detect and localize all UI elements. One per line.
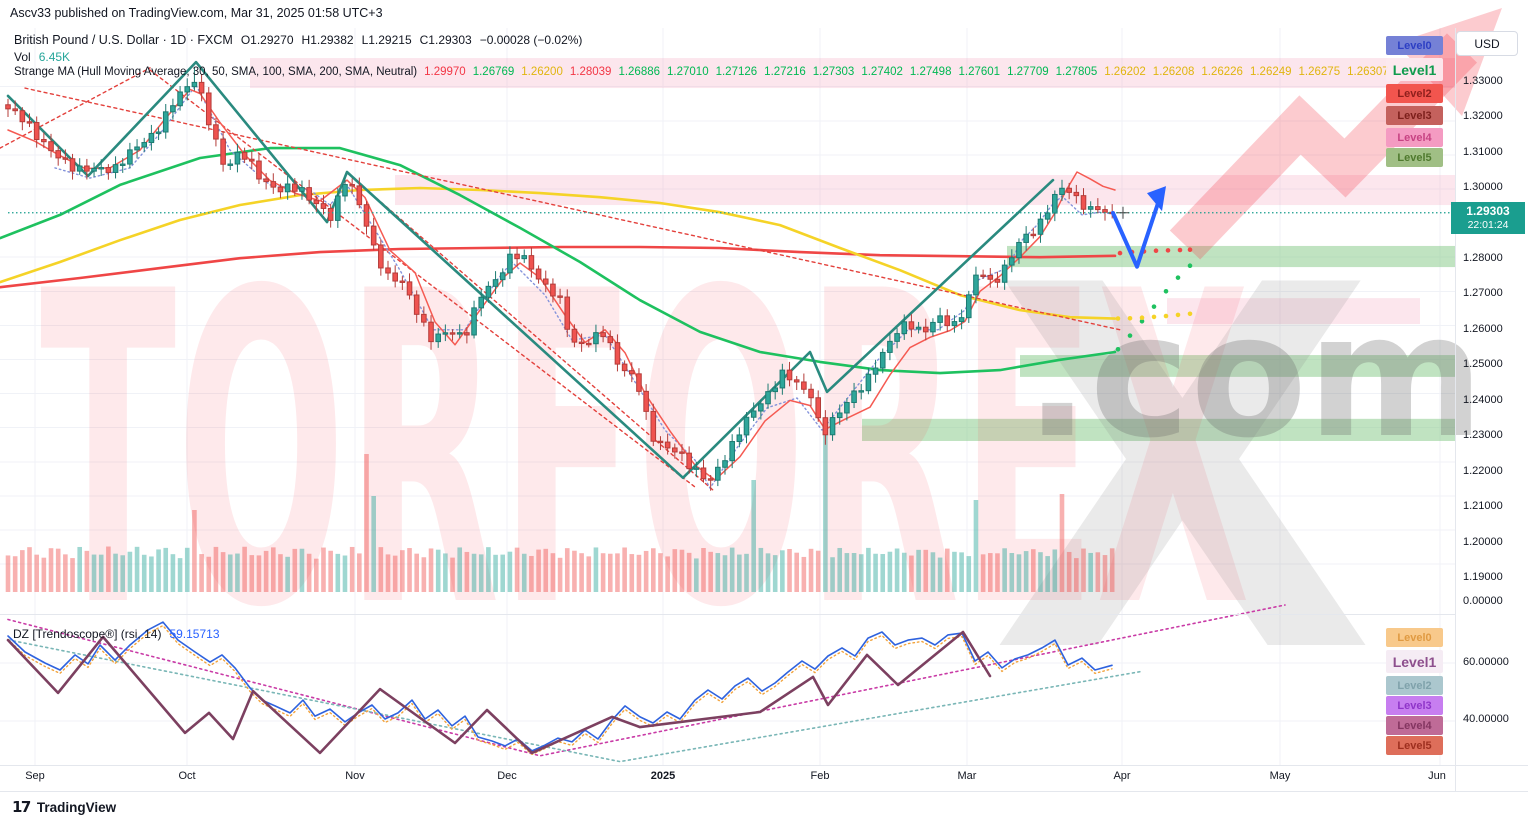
- price-tick: 1.28000: [1463, 252, 1503, 264]
- level-badge-top-3: Level3: [1386, 106, 1443, 125]
- strange-ma-value-3: 1.28039: [569, 66, 612, 78]
- svg-text:X: X: [990, 181, 1376, 763]
- last-price-value: 1.29303: [1466, 204, 1510, 219]
- price-tick: 1.32000: [1463, 110, 1503, 122]
- level-badge-bottom-0: Level0: [1386, 628, 1443, 647]
- time-tick-jun: Jun: [1428, 770, 1446, 782]
- level-badge-bottom-2: Level2: [1386, 676, 1443, 695]
- time-tick-apr: Apr: [1113, 770, 1131, 782]
- strange-ma-value-18: 1.26275: [1298, 66, 1341, 78]
- strange-ma-value-4: 1.26886: [618, 66, 661, 78]
- level-badge-bottom-3: Level3: [1386, 696, 1443, 715]
- publish-header: Ascv33 published on TradingView.com, Mar…: [10, 6, 383, 20]
- level-badge-top-4: Level4: [1386, 128, 1443, 147]
- time-tick-dec: Dec: [497, 770, 517, 782]
- price-tick: 1.27000: [1463, 287, 1503, 299]
- strange-ma-value-2: 1.26200: [521, 66, 563, 78]
- ohlc-open: O1.29270: [240, 33, 294, 47]
- strange-ma-legend-row: Strange MA (Hull Moving Average, 30, 50,…: [14, 66, 1407, 78]
- volume-legend-row: Vol 6.45K: [14, 50, 70, 64]
- price-tick: 1.31000: [1463, 146, 1503, 158]
- strange-ma-value-9: 1.27402: [861, 66, 903, 78]
- volume-value: 6.45K: [38, 50, 71, 64]
- strange-ma-value-14: 1.26202: [1104, 66, 1146, 78]
- svg-text:TORFOREX: TORFOREX: [40, 202, 1250, 702]
- tradingview-brand-label: TradingView: [36, 799, 117, 815]
- last-price-badge: 1.29303 22:01:24: [1451, 202, 1525, 234]
- currency-usd-button[interactable]: USD: [1456, 31, 1518, 56]
- volume-zero-tick: 0.00000: [1463, 595, 1503, 607]
- bar-countdown: 22:01:24: [1467, 218, 1509, 231]
- time-tick-2025: 2025: [650, 770, 676, 782]
- strange-ma-value-16: 1.26226: [1201, 66, 1243, 78]
- indicator-title: DZ [Trendoscope®] (rsi, 14): [13, 627, 162, 641]
- time-tick-feb: Feb: [810, 770, 830, 782]
- price-tick: 1.33000: [1463, 75, 1503, 87]
- indicator-legend-row: DZ [Trendoscope®] (rsi, 14) 59.15713: [13, 627, 220, 641]
- time-tick-nov: Nov: [345, 770, 365, 782]
- indicator-value: 59.15713: [169, 627, 220, 641]
- strange-ma-value-15: 1.26208: [1152, 66, 1195, 78]
- level-badge-top-2: Level2: [1386, 84, 1443, 103]
- time-tick-mar: Mar: [957, 770, 977, 782]
- rsi-tick-60: 60.00000: [1463, 656, 1509, 668]
- price-tick: 1.30000: [1463, 181, 1503, 193]
- level-badge-bottom-4: Level4: [1386, 716, 1443, 735]
- price-tick: 1.26000: [1463, 323, 1503, 335]
- strange-ma-value-10: 1.27498: [909, 66, 952, 78]
- strange-ma-value-1: 1.26769: [472, 66, 515, 78]
- ohlc-change: −0.00028 (−0.02%): [479, 33, 583, 47]
- ohlc-low: L1.29215: [361, 33, 412, 47]
- price-tick: 1.21000: [1463, 500, 1503, 512]
- strange-ma-value-13: 1.27805: [1055, 66, 1098, 78]
- time-tick-oct: Oct: [178, 770, 196, 782]
- price-tick: 1.20000: [1463, 536, 1503, 548]
- price-tick: 1.24000: [1463, 394, 1503, 406]
- svg-text:.com: .com: [1025, 278, 1484, 476]
- volume-label: Vol: [14, 50, 31, 64]
- level-badge-bottom-1: Level1: [1386, 650, 1443, 673]
- symbol-legend-row: British Pound / U.S. Dollar · 1D · FXCM …: [14, 33, 582, 47]
- strange-ma-values: 1.29970 1.26769 1.26200 1.28039 1.26886 1.270…: [424, 66, 1407, 78]
- level-badge-top-5: Level5: [1386, 148, 1443, 167]
- strange-ma-value-5: 1.27010: [667, 66, 709, 78]
- price-tick: 1.25000: [1463, 358, 1503, 370]
- strange-ma-value-8: 1.27303: [812, 66, 855, 78]
- level-badge-top-1: Level1: [1386, 58, 1443, 81]
- strange-ma-value-17: 1.26249: [1249, 66, 1292, 78]
- tradingview-brand-link[interactable]: 17 TradingView: [12, 798, 116, 816]
- tradingview-logo-icon: 17: [12, 798, 31, 816]
- time-tick-sep: Sep: [25, 770, 45, 782]
- ohlc-high: H1.29382: [301, 33, 354, 47]
- symbol-title: British Pound / U.S. Dollar · 1D · FXCM: [14, 33, 233, 47]
- strange-ma-value-7: 1.27216: [764, 66, 806, 78]
- price-tick: 1.22000: [1463, 465, 1503, 477]
- price-tick: 1.23000: [1463, 429, 1503, 441]
- strange-ma-value-12: 1.27709: [1007, 66, 1049, 78]
- strange-ma-label: Strange MA (Hull Moving Average, 30, 50,…: [14, 66, 418, 78]
- strange-ma-value-19: 1.26307: [1347, 66, 1389, 78]
- price-tick: 1.19000: [1463, 571, 1503, 583]
- strange-ma-value-11: 1.27601: [958, 66, 1001, 78]
- level-badge-bottom-5: Level5: [1386, 736, 1443, 755]
- ohlc-close: C1.29303: [419, 33, 472, 47]
- time-tick-may: May: [1269, 770, 1291, 782]
- level-badge-top-0: Level0: [1386, 36, 1443, 55]
- strange-ma-value-6: 1.27126: [715, 66, 758, 78]
- strange-ma-value-0: 1.29970: [424, 66, 466, 78]
- rsi-tick-40: 40.00000: [1463, 713, 1509, 725]
